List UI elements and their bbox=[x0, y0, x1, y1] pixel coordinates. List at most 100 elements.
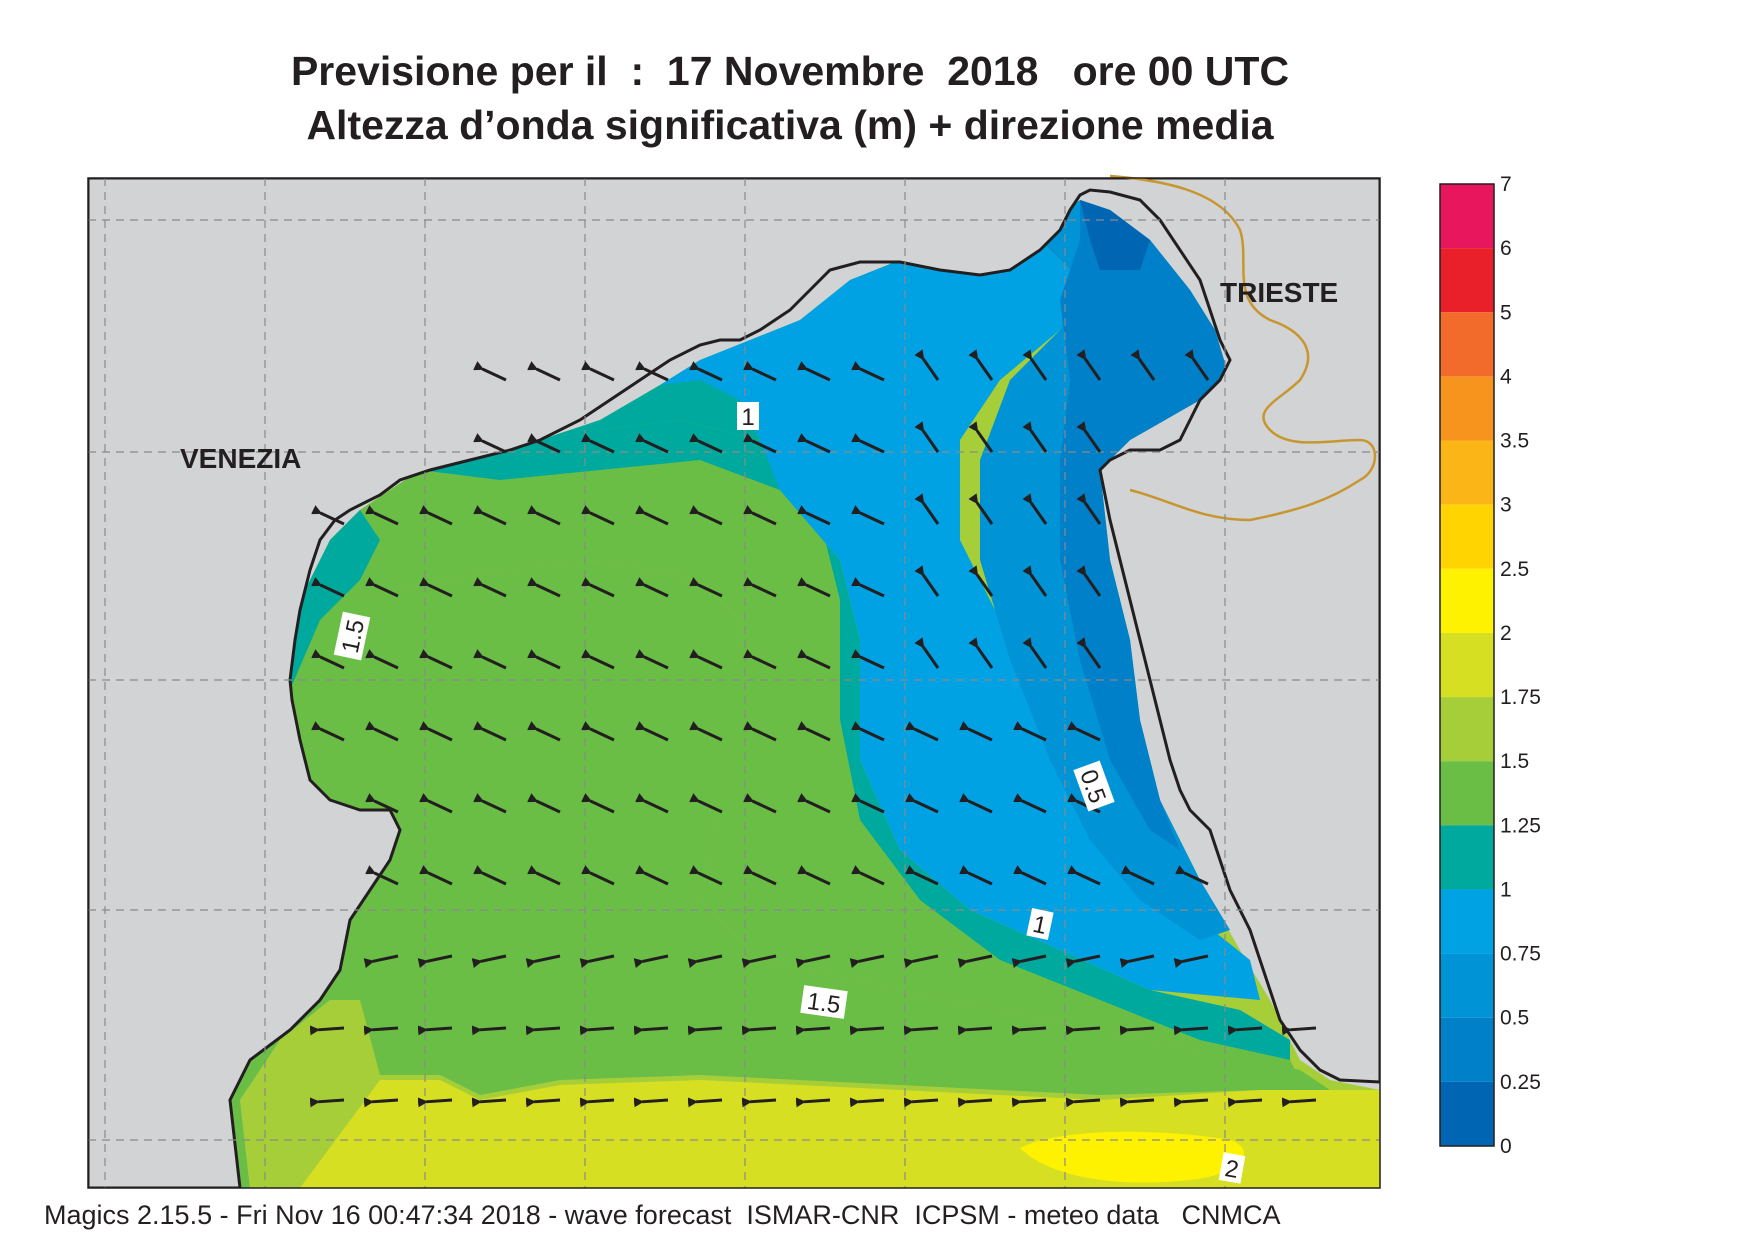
legend-label: 1.25 bbox=[1500, 814, 1541, 837]
footer-credits: Magics 2.15.5 - Fri Nov 16 00:47:34 2018… bbox=[44, 1200, 1281, 1230]
wave-direction-arrow bbox=[309, 1025, 345, 1036]
wave-direction-arrow bbox=[689, 865, 723, 886]
wave-direction-arrow bbox=[527, 433, 561, 454]
legend-label: 0.5 bbox=[1500, 1007, 1529, 1030]
wave-direction-arrow bbox=[417, 1097, 453, 1108]
legend-label: 1.5 bbox=[1500, 750, 1529, 773]
wave-direction-arrow bbox=[743, 721, 777, 742]
wave-direction-arrow bbox=[581, 505, 615, 526]
legend-label: 3.5 bbox=[1500, 430, 1529, 453]
sea-zone-0-25 bbox=[1060, 200, 1230, 850]
wave-direction-arrow bbox=[1076, 565, 1102, 597]
wave-direction-arrow bbox=[473, 433, 507, 454]
wave-direction-arrow bbox=[579, 1097, 615, 1108]
legend-label: 2 bbox=[1500, 622, 1512, 645]
legend-swatch bbox=[1440, 440, 1494, 505]
wave-direction-arrow bbox=[851, 361, 885, 382]
wave-direction-arrow bbox=[473, 361, 507, 382]
sea-zone-1-west bbox=[290, 510, 380, 690]
wave-direction-arrow bbox=[635, 361, 669, 382]
wave-direction-arrow bbox=[741, 1097, 777, 1108]
wave-direction-arrow bbox=[527, 793, 561, 814]
wave-direction-arrow bbox=[743, 649, 777, 670]
legend-swatch bbox=[1440, 953, 1494, 1018]
wave-direction-arrow bbox=[1022, 637, 1048, 669]
wave-direction-arrow bbox=[525, 1025, 561, 1036]
wave-direction-arrow bbox=[689, 793, 723, 814]
wave-direction-arrow bbox=[1076, 349, 1102, 381]
map-frame bbox=[87, 177, 1381, 1189]
wave-direction-arrow bbox=[741, 954, 777, 968]
wave-direction-arrow bbox=[905, 865, 939, 886]
wave-direction-arrow bbox=[363, 1097, 399, 1108]
wave-direction-arrow bbox=[1184, 349, 1210, 381]
wave-direction-arrow bbox=[957, 1097, 993, 1108]
wave-direction-arrow bbox=[849, 1025, 885, 1036]
wave-direction-arrow bbox=[689, 361, 723, 382]
legend-swatch bbox=[1440, 184, 1494, 249]
legend-label: 4 bbox=[1500, 365, 1512, 388]
wave-direction-arrow bbox=[1119, 954, 1155, 968]
wave-direction-arrow bbox=[797, 649, 831, 670]
wave-direction-arrow bbox=[851, 433, 885, 454]
wave-direction-arrow bbox=[687, 954, 723, 968]
city-label-venezia: VENEZIA bbox=[180, 443, 301, 474]
wave-direction-arrow bbox=[959, 721, 993, 742]
wave-direction-arrow bbox=[363, 954, 399, 968]
wave-direction-arrow bbox=[743, 505, 777, 526]
wave-direction-arrow bbox=[1013, 793, 1047, 814]
wave-direction-arrow bbox=[743, 577, 777, 598]
wave-direction-arrow bbox=[473, 505, 507, 526]
wave-direction-arrow bbox=[581, 721, 615, 742]
wave-direction-arrow bbox=[635, 793, 669, 814]
wave-direction-arrow bbox=[689, 649, 723, 670]
wave-direction-arrow bbox=[365, 865, 399, 886]
wave-direction-arrow bbox=[471, 1025, 507, 1036]
legend-swatch bbox=[1440, 248, 1494, 313]
legend-label: 1.75 bbox=[1500, 686, 1541, 709]
wave-direction-arrow bbox=[311, 505, 345, 526]
wave-direction-arrow bbox=[471, 954, 507, 968]
wave-direction-arrow bbox=[1011, 1025, 1047, 1036]
wave-direction-arrow bbox=[914, 565, 940, 597]
wave-direction-arrow bbox=[1011, 1097, 1047, 1108]
wave-direction-arrow bbox=[419, 721, 453, 742]
coastline bbox=[88, 178, 1380, 1188]
wave-direction-arrow bbox=[581, 433, 615, 454]
wave-direction-arrow bbox=[579, 1025, 615, 1036]
wave-direction-arrow bbox=[743, 361, 777, 382]
wave-direction-arrow bbox=[1076, 493, 1102, 525]
wave-direction-arrow bbox=[527, 721, 561, 742]
wave-direction-arrow bbox=[525, 1097, 561, 1108]
wave-direction-arrow bbox=[1011, 954, 1047, 968]
wave-direction-arrow bbox=[635, 577, 669, 598]
wave-direction-arrow bbox=[473, 577, 507, 598]
legend-swatch bbox=[1440, 632, 1494, 698]
wave-direction-arrow bbox=[419, 649, 453, 670]
contour-label-1-east: 1 bbox=[1030, 911, 1049, 940]
wave-direction-arrow bbox=[1173, 954, 1209, 968]
wave-direction-arrow bbox=[419, 793, 453, 814]
wave-direction-arrow bbox=[579, 954, 615, 968]
legend-label: 0 bbox=[1500, 1135, 1512, 1158]
wave-direction-arrow bbox=[1173, 1097, 1209, 1108]
wave-direction-arrow bbox=[581, 865, 615, 886]
wave-direction-arrow bbox=[473, 793, 507, 814]
wave-direction-arrow bbox=[527, 361, 561, 382]
wave-direction-arrow bbox=[527, 865, 561, 886]
wave-direction-arrow bbox=[968, 637, 994, 669]
wave-direction-arrow bbox=[527, 577, 561, 598]
legend-label: 0.25 bbox=[1500, 1071, 1541, 1094]
wave-direction-arrow bbox=[635, 505, 669, 526]
wave-direction-arrow bbox=[633, 954, 669, 968]
wave-direction-arrow bbox=[1013, 865, 1047, 886]
wave-direction-arrow bbox=[309, 1097, 345, 1108]
contour-label-1-north: 1 bbox=[741, 404, 754, 431]
wave-direction-arrow bbox=[1173, 1025, 1209, 1036]
wave-direction-arrow bbox=[914, 493, 940, 525]
wave-direction-arrow bbox=[1065, 1097, 1101, 1108]
wave-direction-arrow bbox=[1175, 865, 1209, 886]
wave-direction-arrow bbox=[797, 721, 831, 742]
wave-direction-arrow bbox=[365, 505, 399, 526]
